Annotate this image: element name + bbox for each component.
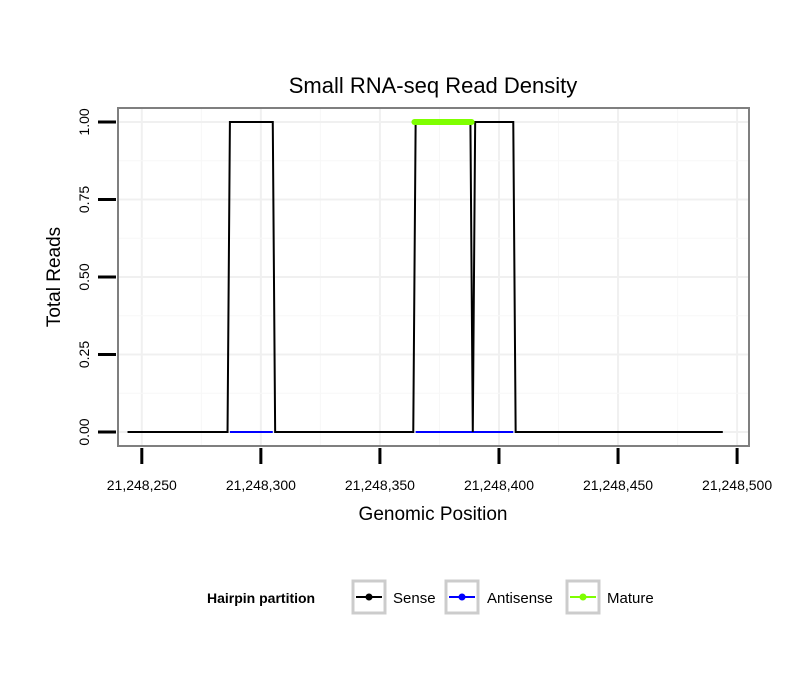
x-tick-label: 21,248,250 (107, 477, 177, 493)
x-tick-label: 21,248,500 (702, 477, 772, 493)
y-tick-label: 0.00 (76, 418, 92, 445)
chart-title: Small RNA-seq Read Density (289, 73, 578, 98)
legend-item-antisense: Antisense (444, 579, 553, 615)
x-axis-title: Genomic Position (359, 504, 508, 525)
legend-label: Mature (607, 590, 654, 607)
series-layer (127, 118, 723, 434)
legend-key-point (365, 593, 373, 601)
axes: 21,248,250 21,248,300 21,248,350 21,248,400… (76, 108, 772, 493)
x-tick-label: 21,248,450 (583, 477, 653, 493)
legend-item-sense: Sense (351, 579, 436, 615)
x-tick-label: 21,248,350 (345, 477, 415, 493)
y-axis-title: Total Reads (44, 227, 65, 327)
y-tick-label: 0.25 (76, 341, 92, 368)
legend-key-point (458, 593, 466, 601)
legend: Hairpin partition Sense Antisense Mature (207, 579, 654, 615)
legend-title: Hairpin partition (207, 590, 315, 606)
legend-key-point (579, 593, 587, 601)
legend-label: Antisense (487, 590, 553, 607)
x-tick-label: 21,248,300 (226, 477, 296, 493)
grid (118, 108, 749, 446)
x-tick-label: 21,248,400 (464, 477, 534, 493)
legend-label: Sense (393, 590, 436, 607)
plot-panel (117, 107, 750, 447)
y-tick-label: 0.75 (76, 186, 92, 213)
y-tick-label: 1.00 (76, 108, 92, 135)
legend-item-mature: Mature (565, 579, 654, 615)
y-tick-label: 0.50 (76, 263, 92, 290)
